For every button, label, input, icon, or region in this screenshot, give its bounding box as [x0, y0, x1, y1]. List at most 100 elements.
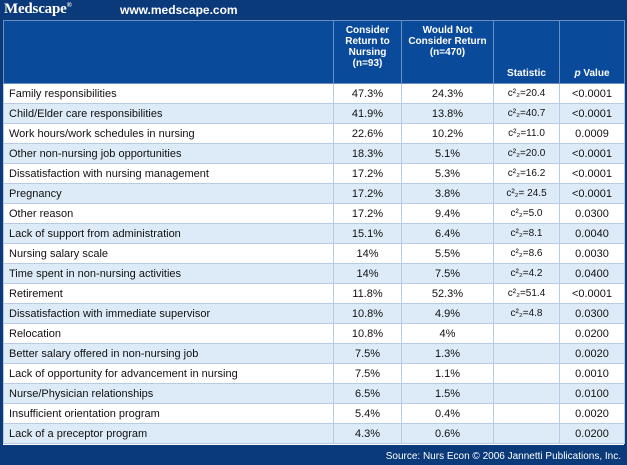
row-label: Time spent in non-nursing activities [3, 263, 334, 284]
table-row: Lack of a preceptor program 4.3% 0.6% 0.020… [3, 423, 625, 444]
consider-value: 5.4% [333, 403, 402, 424]
consider-value: 10.8% [333, 323, 402, 344]
statistic-value [493, 343, 560, 364]
consider-value: 6.5% [333, 383, 402, 404]
header-consider: Consider Return to Nursing (n=93) [333, 20, 402, 84]
header-p-value-label: p Value [574, 68, 610, 79]
would-not-value: 1.3% [401, 343, 494, 364]
statistic-value: c²₂=11.0 [493, 123, 560, 144]
table-body: Family responsibilities 47.3% 24.3% c²₂=20.… [3, 83, 625, 444]
consider-value: 17.2% [333, 183, 402, 204]
row-label: Retirement [3, 283, 334, 304]
row-label: Insufficient orientation program [3, 403, 334, 424]
table-row: Relocation 10.8% 4% 0.0200 [3, 323, 625, 344]
p-value: 0.0040 [559, 223, 625, 244]
table-row: Dissatisfaction with nursing management 1… [3, 163, 625, 184]
medscape-logo[interactable]: Medscape® [4, 1, 72, 17]
table-row: Child/Elder care responsibilities 41.9% 13… [3, 103, 625, 124]
would-not-value: 9.4% [401, 203, 494, 224]
consider-value: 17.2% [333, 163, 402, 184]
source-credit: Source: Nurs Econ © 2006 Jannetti Public… [385, 451, 621, 462]
table-row: Dissatisfaction with immediate superviso… [3, 303, 625, 324]
p-value: <0.0001 [559, 183, 625, 204]
statistic-value [493, 423, 560, 444]
p-value: 0.0100 [559, 383, 625, 404]
consider-value: 11.8% [333, 283, 402, 304]
would-not-value: 4.9% [401, 303, 494, 324]
table-row: Lack of opportunity for advancement in n… [3, 363, 625, 384]
would-not-value: 52.3% [401, 283, 494, 304]
table-row: Nurse/Physician relationships 6.5% 1.5% 0.0… [3, 383, 625, 404]
header-would-not: Would Not Consider Return (n=470) [401, 20, 494, 84]
medscape-header-bar: Medscape® www.medscape.com [0, 0, 627, 20]
table-row: Insufficient orientation program 5.4% 0.4%… [3, 403, 625, 424]
row-label: Family responsibilities [3, 83, 334, 104]
row-label: Lack of support from administration [3, 223, 334, 244]
header-p-value: p Value [559, 20, 625, 84]
consider-value: 4.3% [333, 423, 402, 444]
consider-value: 10.8% [333, 303, 402, 324]
table-row: Time spent in non-nursing activities 14% 7… [3, 263, 625, 284]
statistic-value: c²₂=4.8 [493, 303, 560, 324]
consider-value: 14% [333, 263, 402, 284]
would-not-value: 5.1% [401, 143, 494, 164]
row-label: Nursing salary scale [3, 243, 334, 264]
would-not-value: 6.4% [401, 223, 494, 244]
row-label: Dissatisfaction with immediate superviso… [3, 303, 334, 324]
p-value: 0.0300 [559, 303, 625, 324]
consider-value: 17.2% [333, 203, 402, 224]
table-row: Better salary offered in non-nursing job… [3, 343, 625, 364]
consider-value: 41.9% [333, 103, 402, 124]
statistic-value [493, 323, 560, 344]
p-value: 0.0020 [559, 403, 625, 424]
consider-value: 22.6% [333, 123, 402, 144]
statistic-value: c²₂=16.2 [493, 163, 560, 184]
row-label: Lack of a preceptor program [3, 423, 334, 444]
header-blank [3, 20, 334, 84]
row-label: Work hours/work schedules in nursing [3, 123, 334, 144]
row-label: Dissatisfaction with nursing management [3, 163, 334, 184]
data-table: Consider Return to Nursing (n=93) Would … [3, 20, 625, 444]
statistic-value: c²₂=20.0 [493, 143, 560, 164]
table-header-row: Consider Return to Nursing (n=93) Would … [3, 20, 625, 84]
statistic-value: c²₂=8.6 [493, 243, 560, 264]
would-not-value: 24.3% [401, 83, 494, 104]
p-value: 0.0400 [559, 263, 625, 284]
row-label: Lack of opportunity for advancement in n… [3, 363, 334, 384]
table-row: Work hours/work schedules in nursing 22.6… [3, 123, 625, 144]
would-not-value: 5.3% [401, 163, 494, 184]
row-label: Child/Elder care responsibilities [3, 103, 334, 124]
would-not-value: 0.6% [401, 423, 494, 444]
p-value: 0.0009 [559, 123, 625, 144]
table-frame: Consider Return to Nursing (n=93) Would … [3, 20, 625, 445]
would-not-value: 13.8% [401, 103, 494, 124]
consider-value: 7.5% [333, 363, 402, 384]
table-row: Retirement 11.8% 52.3% c²₂=51.4 <0.0001 [3, 283, 625, 304]
statistic-value: c²₂=5.0 [493, 203, 560, 224]
table-row: Other reason 17.2% 9.4% c²₂=5.0 0.0300 [3, 203, 625, 224]
row-label: Relocation [3, 323, 334, 344]
would-not-value: 10.2% [401, 123, 494, 144]
table-row: Other non-nursing job opportunities 18.3%… [3, 143, 625, 164]
p-value: 0.0300 [559, 203, 625, 224]
table-row: Pregnancy 17.2% 3.8% c²₂= 24.5 <0.0001 [3, 183, 625, 204]
p-value: 0.0200 [559, 423, 625, 444]
statistic-value: c²₂=51.4 [493, 283, 560, 304]
statistic-value [493, 403, 560, 424]
table-row: Family responsibilities 47.3% 24.3% c²₂=20.… [3, 83, 625, 104]
p-value: <0.0001 [559, 283, 625, 304]
p-value: 0.0030 [559, 243, 625, 264]
statistic-value: c²₂=40.7 [493, 103, 560, 124]
would-not-value: 1.5% [401, 383, 494, 404]
p-value: <0.0001 [559, 143, 625, 164]
p-value: <0.0001 [559, 103, 625, 124]
site-url[interactable]: www.medscape.com [120, 3, 238, 17]
would-not-value: 0.4% [401, 403, 494, 424]
consider-value: 47.3% [333, 83, 402, 104]
consider-value: 7.5% [333, 343, 402, 364]
statistic-value: c²₂= 24.5 [493, 183, 560, 204]
p-value: 0.0200 [559, 323, 625, 344]
would-not-value: 4% [401, 323, 494, 344]
table-row: Nursing salary scale 14% 5.5% c²₂=8.6 0.0030 [3, 243, 625, 264]
row-label: Nurse/Physician relationships [3, 383, 334, 404]
